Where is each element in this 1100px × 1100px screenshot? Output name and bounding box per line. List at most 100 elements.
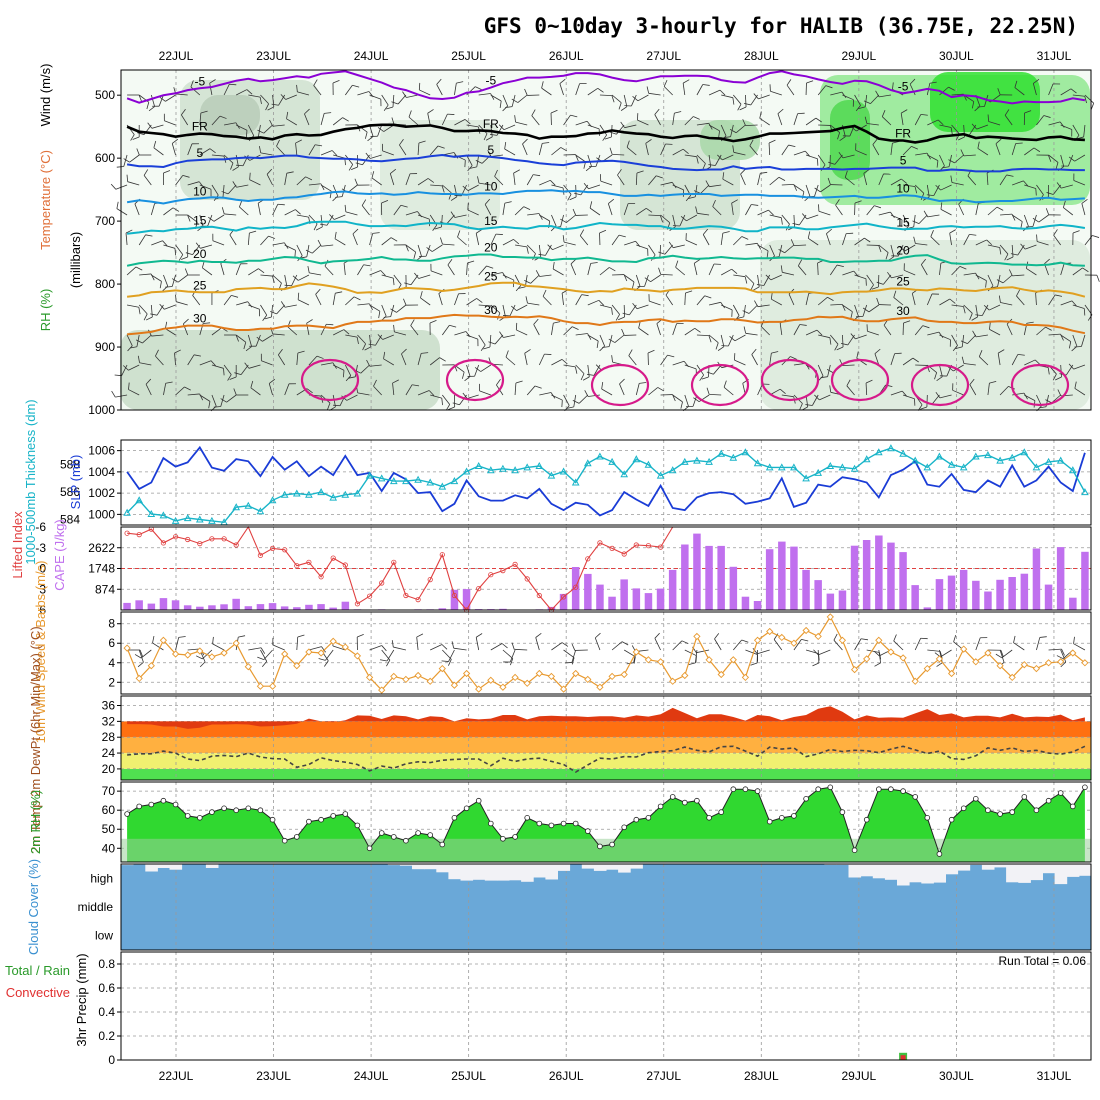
wind-barb bbox=[503, 334, 516, 338]
wind-barb bbox=[967, 334, 977, 344]
wind-barb bbox=[644, 274, 649, 287]
wind-barb bbox=[914, 184, 925, 194]
wind-barb bbox=[1052, 184, 1062, 195]
rh-point bbox=[766, 818, 773, 825]
rh-point bbox=[524, 814, 530, 821]
wind-barb bbox=[223, 122, 236, 126]
wind-barb-feather bbox=[816, 329, 823, 336]
wind-tick: 2 bbox=[108, 675, 115, 689]
wind-barb bbox=[963, 272, 976, 276]
rh-tick: 40 bbox=[102, 841, 116, 855]
wind-barb-feather bbox=[863, 168, 870, 174]
wind-barb-feather bbox=[332, 79, 340, 84]
wind-barb-feather bbox=[799, 403, 803, 411]
wind-barb-feather bbox=[200, 110, 208, 114]
wind-barb bbox=[1072, 94, 1085, 97]
thickness-point bbox=[959, 463, 968, 471]
wind-barb bbox=[949, 233, 952, 246]
wind-barb bbox=[866, 123, 879, 126]
wind-speed-point bbox=[572, 669, 580, 678]
surface-wind-barb-feather bbox=[441, 660, 449, 662]
high-cloud-cell bbox=[496, 864, 510, 881]
wind-barb-feather bbox=[355, 162, 363, 166]
wind-barb-feather bbox=[276, 139, 280, 147]
surface-wind-barb-feather bbox=[833, 633, 838, 641]
wind-barb bbox=[369, 94, 381, 100]
wind-barb bbox=[593, 364, 601, 376]
wind-barb-feather bbox=[935, 391, 941, 399]
wind-barb-feather bbox=[262, 314, 268, 322]
high-cloud-cell bbox=[981, 864, 995, 870]
wind-barb-feather bbox=[657, 387, 665, 392]
wind-barb bbox=[951, 304, 964, 307]
rh-point bbox=[924, 814, 931, 821]
wind-barb-feather bbox=[477, 176, 480, 184]
wind-barb bbox=[272, 124, 285, 127]
wind-barb-feather bbox=[901, 390, 908, 397]
rh-point bbox=[791, 813, 797, 819]
surface-wind-barb-feather bbox=[199, 661, 206, 668]
temperature-band bbox=[121, 768, 1091, 780]
wind-barb-feather bbox=[667, 354, 675, 358]
wind-barb bbox=[126, 334, 133, 346]
wind-barb-feather bbox=[138, 307, 141, 315]
isotherm-label: 15 bbox=[193, 213, 207, 227]
wind-speed-point bbox=[947, 669, 956, 678]
wind-barb bbox=[981, 304, 989, 316]
wind-barb-feather bbox=[621, 328, 625, 336]
wind-barb bbox=[904, 244, 916, 252]
wind-barb-feather bbox=[567, 194, 572, 201]
wind-barb-feather bbox=[553, 321, 561, 324]
wind-barb bbox=[309, 272, 322, 276]
date-label-bottom: 29JUL bbox=[842, 1069, 877, 1083]
wind-barb-feather bbox=[147, 122, 153, 129]
wind-barb-feather bbox=[731, 268, 738, 274]
thickness-point bbox=[1044, 457, 1053, 465]
wind-barb bbox=[864, 94, 868, 107]
wind-barb-feather bbox=[269, 311, 277, 315]
wind-barb bbox=[200, 244, 213, 249]
wind-barb bbox=[405, 173, 411, 186]
wind-barb bbox=[345, 211, 358, 216]
wind-barb bbox=[786, 84, 795, 96]
wind-barb-feather bbox=[392, 278, 395, 286]
wind-speed-point bbox=[123, 644, 131, 652]
rh-point bbox=[851, 847, 858, 853]
wind-barb bbox=[626, 146, 637, 156]
high-cloud-cell bbox=[909, 864, 922, 883]
wind-barb bbox=[660, 354, 668, 366]
wind-barb bbox=[759, 117, 770, 126]
rh-axis-label: RH (%) bbox=[38, 289, 53, 332]
wind-barb-feather bbox=[249, 172, 251, 180]
wind-barb bbox=[296, 176, 306, 186]
wind-barb-feather bbox=[164, 321, 168, 329]
wind-barb-feather bbox=[452, 402, 460, 406]
wind-barb bbox=[743, 304, 746, 317]
wind-barb bbox=[1006, 323, 1013, 336]
wind-barb bbox=[121, 364, 128, 376]
wind-barb-feather bbox=[334, 231, 337, 239]
wind-barb bbox=[890, 214, 903, 221]
wind-barb bbox=[478, 124, 488, 134]
wind-barb-feather bbox=[1023, 180, 1029, 187]
wind-barb-feather bbox=[660, 215, 663, 223]
surface-wind-barb-feather bbox=[801, 638, 809, 642]
wind-barb bbox=[286, 118, 298, 126]
wind-speed-point bbox=[305, 648, 313, 656]
wind-barb-feather bbox=[863, 100, 871, 105]
surface-wind-barb-feather bbox=[1060, 661, 1067, 668]
wind-barb bbox=[740, 173, 746, 186]
lifted-index-point bbox=[354, 601, 360, 607]
wind-barb bbox=[835, 204, 843, 216]
wind-barb bbox=[708, 124, 720, 132]
wind-barb bbox=[867, 330, 879, 336]
wind-barb-feather bbox=[722, 231, 730, 234]
wind-barb-feather bbox=[628, 349, 633, 356]
wind-barb bbox=[345, 334, 358, 338]
wind-barb-feather bbox=[739, 106, 747, 111]
wind-barb bbox=[1067, 154, 1074, 167]
wind-barb bbox=[903, 184, 916, 187]
wind-barb bbox=[902, 357, 914, 366]
warm-contour bbox=[910, 363, 970, 407]
thickness-point bbox=[862, 455, 871, 463]
